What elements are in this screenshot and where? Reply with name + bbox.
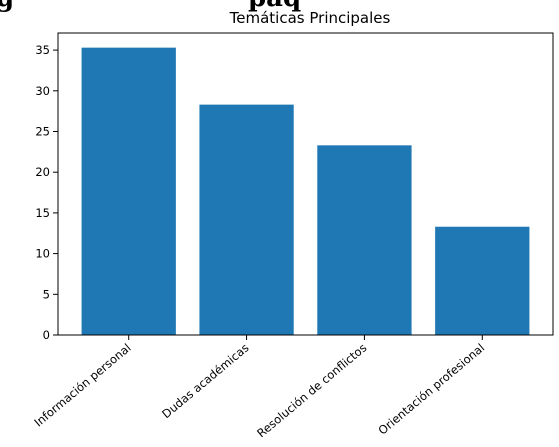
y-tick-label-10: 10: [35, 247, 50, 261]
x-tick-label-4: Orientación profesional: [375, 341, 487, 438]
y-tick-label-5: 5: [43, 287, 50, 301]
bar-2: [199, 104, 294, 335]
y-tick-label-25: 25: [35, 124, 50, 138]
x-tick-label-2: Dudas académicas: [159, 341, 251, 422]
x-tick-label-1: Información personal: [31, 341, 133, 430]
plot-frame: [57, 32, 554, 336]
x-tick-label-3: Resolución de conflictos: [254, 341, 369, 441]
y-tick-label-20: 20: [35, 165, 50, 179]
y-tick-label-15: 15: [35, 206, 50, 220]
y-tick-label-35: 35: [35, 43, 50, 57]
y-tick-label-0: 0: [43, 328, 50, 342]
page-heading-fragment-2: paq: [248, 0, 301, 13]
y-axis: 0 5 10 15 20 25 30 35: [35, 43, 58, 342]
page-heading-fragment: g: [0, 0, 14, 13]
bar-1: [81, 47, 176, 336]
chart-title: Temáticas Principales: [229, 9, 391, 27]
x-axis: Información personal Dudas académicas Reso…: [31, 335, 487, 440]
bar-4: [435, 226, 530, 335]
bars-group: [81, 47, 530, 336]
y-tick-label-30: 30: [35, 84, 50, 98]
bar-3: [317, 145, 412, 335]
